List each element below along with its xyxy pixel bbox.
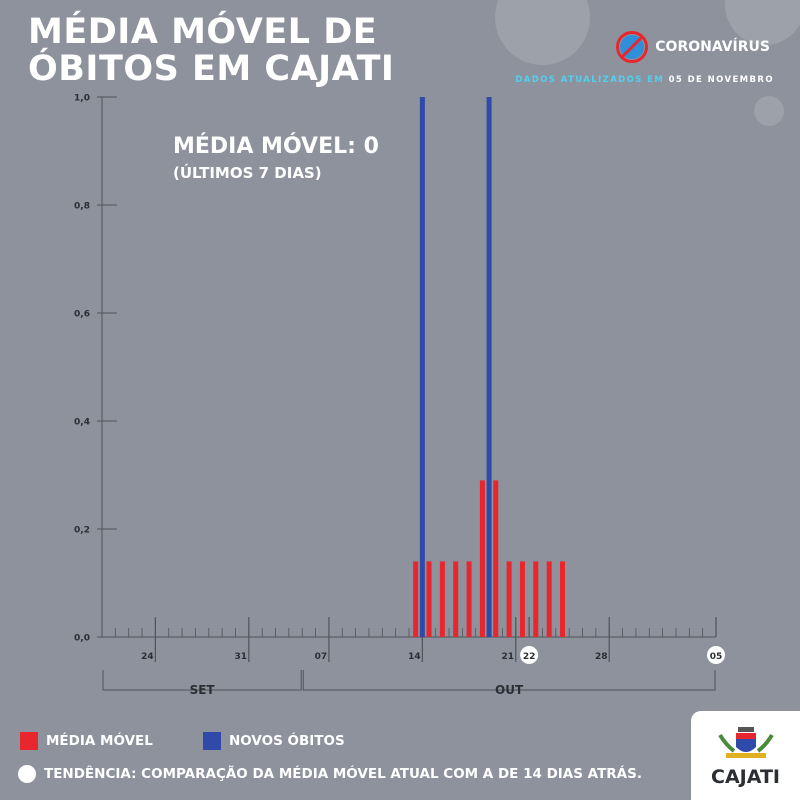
x-tick-highlight <box>707 646 725 664</box>
legend-swatch-red <box>20 732 38 750</box>
legend-trend: TENDÊNCIA: COMPARAÇÃO DA MÉDIA MÓVEL ATU… <box>18 765 642 783</box>
moving-average-bar <box>439 561 445 637</box>
trend-dot-icon <box>18 765 36 783</box>
month-label: OUT <box>495 683 524 697</box>
y-tick-label: 1,0 <box>74 94 90 104</box>
title-line-2: ÓBITOS EM CAJATI <box>28 49 395 89</box>
x-tick-label: 21 <box>502 652 515 662</box>
legend-new-deaths: NOVOS ÓBITOS <box>203 732 345 750</box>
moving-average-bar <box>533 561 539 637</box>
month-bracket <box>102 670 302 691</box>
x-tick-label: 24 <box>141 652 154 662</box>
legend-swatch-blue <box>203 732 221 750</box>
logo-text: CAJATI <box>711 766 780 788</box>
x-tick-label: 07 <box>315 652 328 662</box>
moving-average-bar <box>413 561 419 637</box>
coat-of-arms-icon <box>717 727 774 758</box>
x-tick-label: 31 <box>235 652 248 662</box>
x-tick-label: 22 <box>523 652 536 662</box>
moving-average-bar <box>506 561 512 637</box>
brand: CORONAVÍRUS <box>615 30 770 64</box>
moving-average-bar <box>426 561 432 637</box>
updated-prefix: DADOS ATUALIZADOS EM <box>515 75 665 85</box>
month-bracket <box>302 670 716 691</box>
y-tick-label: 0,0 <box>74 634 90 644</box>
legend-moving-average: MÉDIA MÓVEL <box>20 732 153 750</box>
moving-average-bar <box>453 561 459 637</box>
x-tick-highlight <box>520 646 539 664</box>
y-tick-label: 0,8 <box>74 202 90 212</box>
moving-average-value: MÉDIA MÓVEL: 0 <box>173 134 379 159</box>
updated-date: 05 DE NOVEMBRO <box>668 75 774 85</box>
y-tick-label: 0,2 <box>74 526 90 536</box>
new-deaths-bar <box>486 97 492 637</box>
no-virus-icon <box>616 31 649 63</box>
moving-average-period: (ÚLTIMOS 7 DIAS) <box>173 164 322 182</box>
virus-decoration-icon <box>754 96 784 126</box>
updated-info: DADOS ATUALIZADOS EM 05 DE NOVEMBRO <box>515 75 774 85</box>
cajati-logo: CAJATI <box>691 711 800 800</box>
x-tick-label: 14 <box>408 652 421 662</box>
x-tick-label: 05 <box>710 652 723 662</box>
moving-average-bar <box>519 561 525 637</box>
moving-average-bar <box>466 561 472 637</box>
moving-average-bar <box>479 480 485 637</box>
legend-label: MÉDIA MÓVEL <box>46 733 153 749</box>
x-tick-label: 28 <box>595 652 608 662</box>
y-tick-label: 0,6 <box>74 310 90 320</box>
page-title: MÉDIA MÓVEL DE ÓBITOS EM CAJATI <box>28 14 394 88</box>
legend-label: TENDÊNCIA: COMPARAÇÃO DA MÉDIA MÓVEL ATU… <box>44 766 642 782</box>
title-line-1: MÉDIA MÓVEL DE <box>28 12 378 52</box>
new-deaths-bar <box>419 97 425 637</box>
moving-average-bar <box>493 480 499 637</box>
brand-label: CORONAVÍRUS <box>655 39 770 55</box>
moving-average-bar <box>546 561 552 637</box>
moving-average-bar <box>560 561 565 637</box>
month-label: SET <box>190 683 216 697</box>
y-tick-label: 0,4 <box>74 418 90 428</box>
legend-label: NOVOS ÓBITOS <box>229 733 345 749</box>
